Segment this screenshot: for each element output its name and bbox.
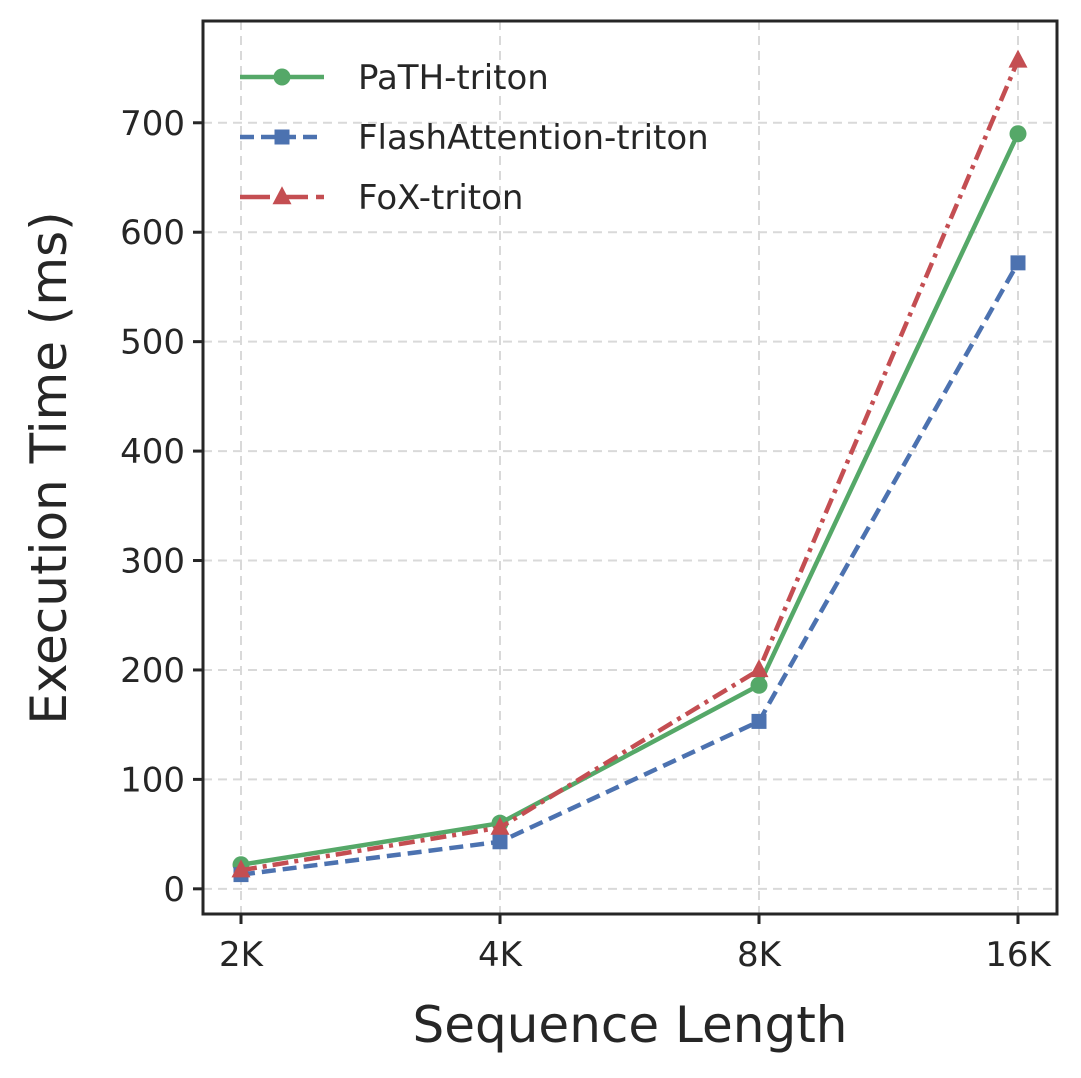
legend-item: PaTH-triton bbox=[240, 58, 549, 98]
data-point bbox=[490, 816, 510, 835]
legend-label: FlashAttention-triton bbox=[358, 118, 709, 158]
legend: PaTH-triton FlashAttention-triton FoX-trit… bbox=[240, 58, 709, 218]
series-PaTH-triton bbox=[232, 125, 1027, 874]
series-FoX-triton bbox=[231, 49, 1028, 878]
y-tick-label: 400 bbox=[120, 432, 185, 472]
y-tick-label: 200 bbox=[120, 651, 185, 691]
legend-marker bbox=[273, 68, 291, 86]
y-tick-label: 500 bbox=[120, 323, 185, 363]
plot-frame bbox=[201, 19, 1059, 916]
data-point bbox=[1008, 49, 1028, 68]
data-point bbox=[492, 834, 508, 850]
x-tick-label: 4K bbox=[478, 935, 524, 975]
data-point bbox=[750, 676, 768, 694]
legend-item: FlashAttention-triton bbox=[240, 118, 709, 158]
series-line bbox=[240, 132, 1021, 867]
x-tick-label: 16K bbox=[985, 935, 1052, 975]
data-point bbox=[1010, 255, 1026, 271]
legend-marker bbox=[272, 186, 292, 205]
grid bbox=[203, 21, 1057, 914]
data-point bbox=[751, 713, 767, 729]
y-tick-label: 300 bbox=[120, 542, 185, 582]
data-point bbox=[1009, 125, 1027, 143]
x-tick-label: 2K bbox=[219, 935, 265, 975]
series-lines bbox=[231, 49, 1028, 883]
y-axis-label: Execution Time (ms) bbox=[20, 211, 78, 724]
legend-label: PaTH-triton bbox=[358, 58, 549, 98]
legend-item: FoX-triton bbox=[240, 178, 523, 218]
y-tick-label: 600 bbox=[120, 213, 185, 253]
data-point bbox=[231, 859, 251, 878]
legend-marker bbox=[274, 129, 290, 145]
data-point bbox=[749, 659, 769, 678]
x-axis-label: Sequence Length bbox=[413, 996, 848, 1054]
y-tick-label: 700 bbox=[120, 104, 185, 144]
series-line bbox=[240, 261, 1020, 877]
series-FlashAttention-triton bbox=[233, 255, 1026, 883]
y-tick-label: 0 bbox=[163, 870, 185, 910]
series-line bbox=[240, 59, 1021, 873]
legend-label: FoX-triton bbox=[358, 178, 523, 218]
axis-ticks: 0 100 200 300 400 500 600 700 2K 4K 8K 16K bbox=[120, 104, 1052, 975]
y-tick-label: 100 bbox=[120, 760, 185, 800]
x-tick-label: 8K bbox=[737, 935, 783, 975]
